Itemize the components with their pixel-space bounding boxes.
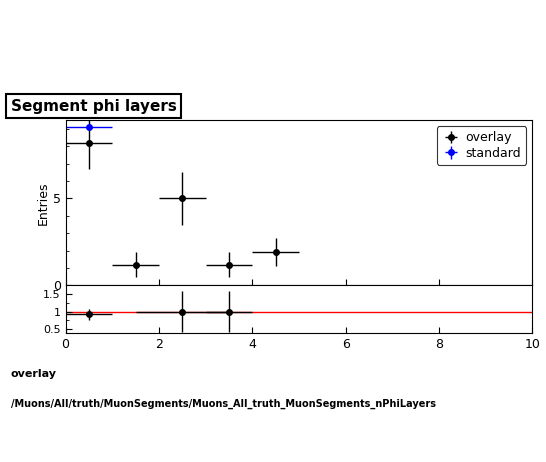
Text: /Muons/All/truth/MuonSegments/Muons_All_truth_MuonSegments_nPhiLayers: /Muons/All/truth/MuonSegments/Muons_All_…: [11, 399, 436, 409]
Text: Segment phi layers: Segment phi layers: [11, 99, 177, 114]
Text: overlay: overlay: [11, 369, 57, 378]
Y-axis label: Entries: Entries: [37, 181, 50, 225]
Legend: overlay, standard: overlay, standard: [437, 127, 526, 165]
